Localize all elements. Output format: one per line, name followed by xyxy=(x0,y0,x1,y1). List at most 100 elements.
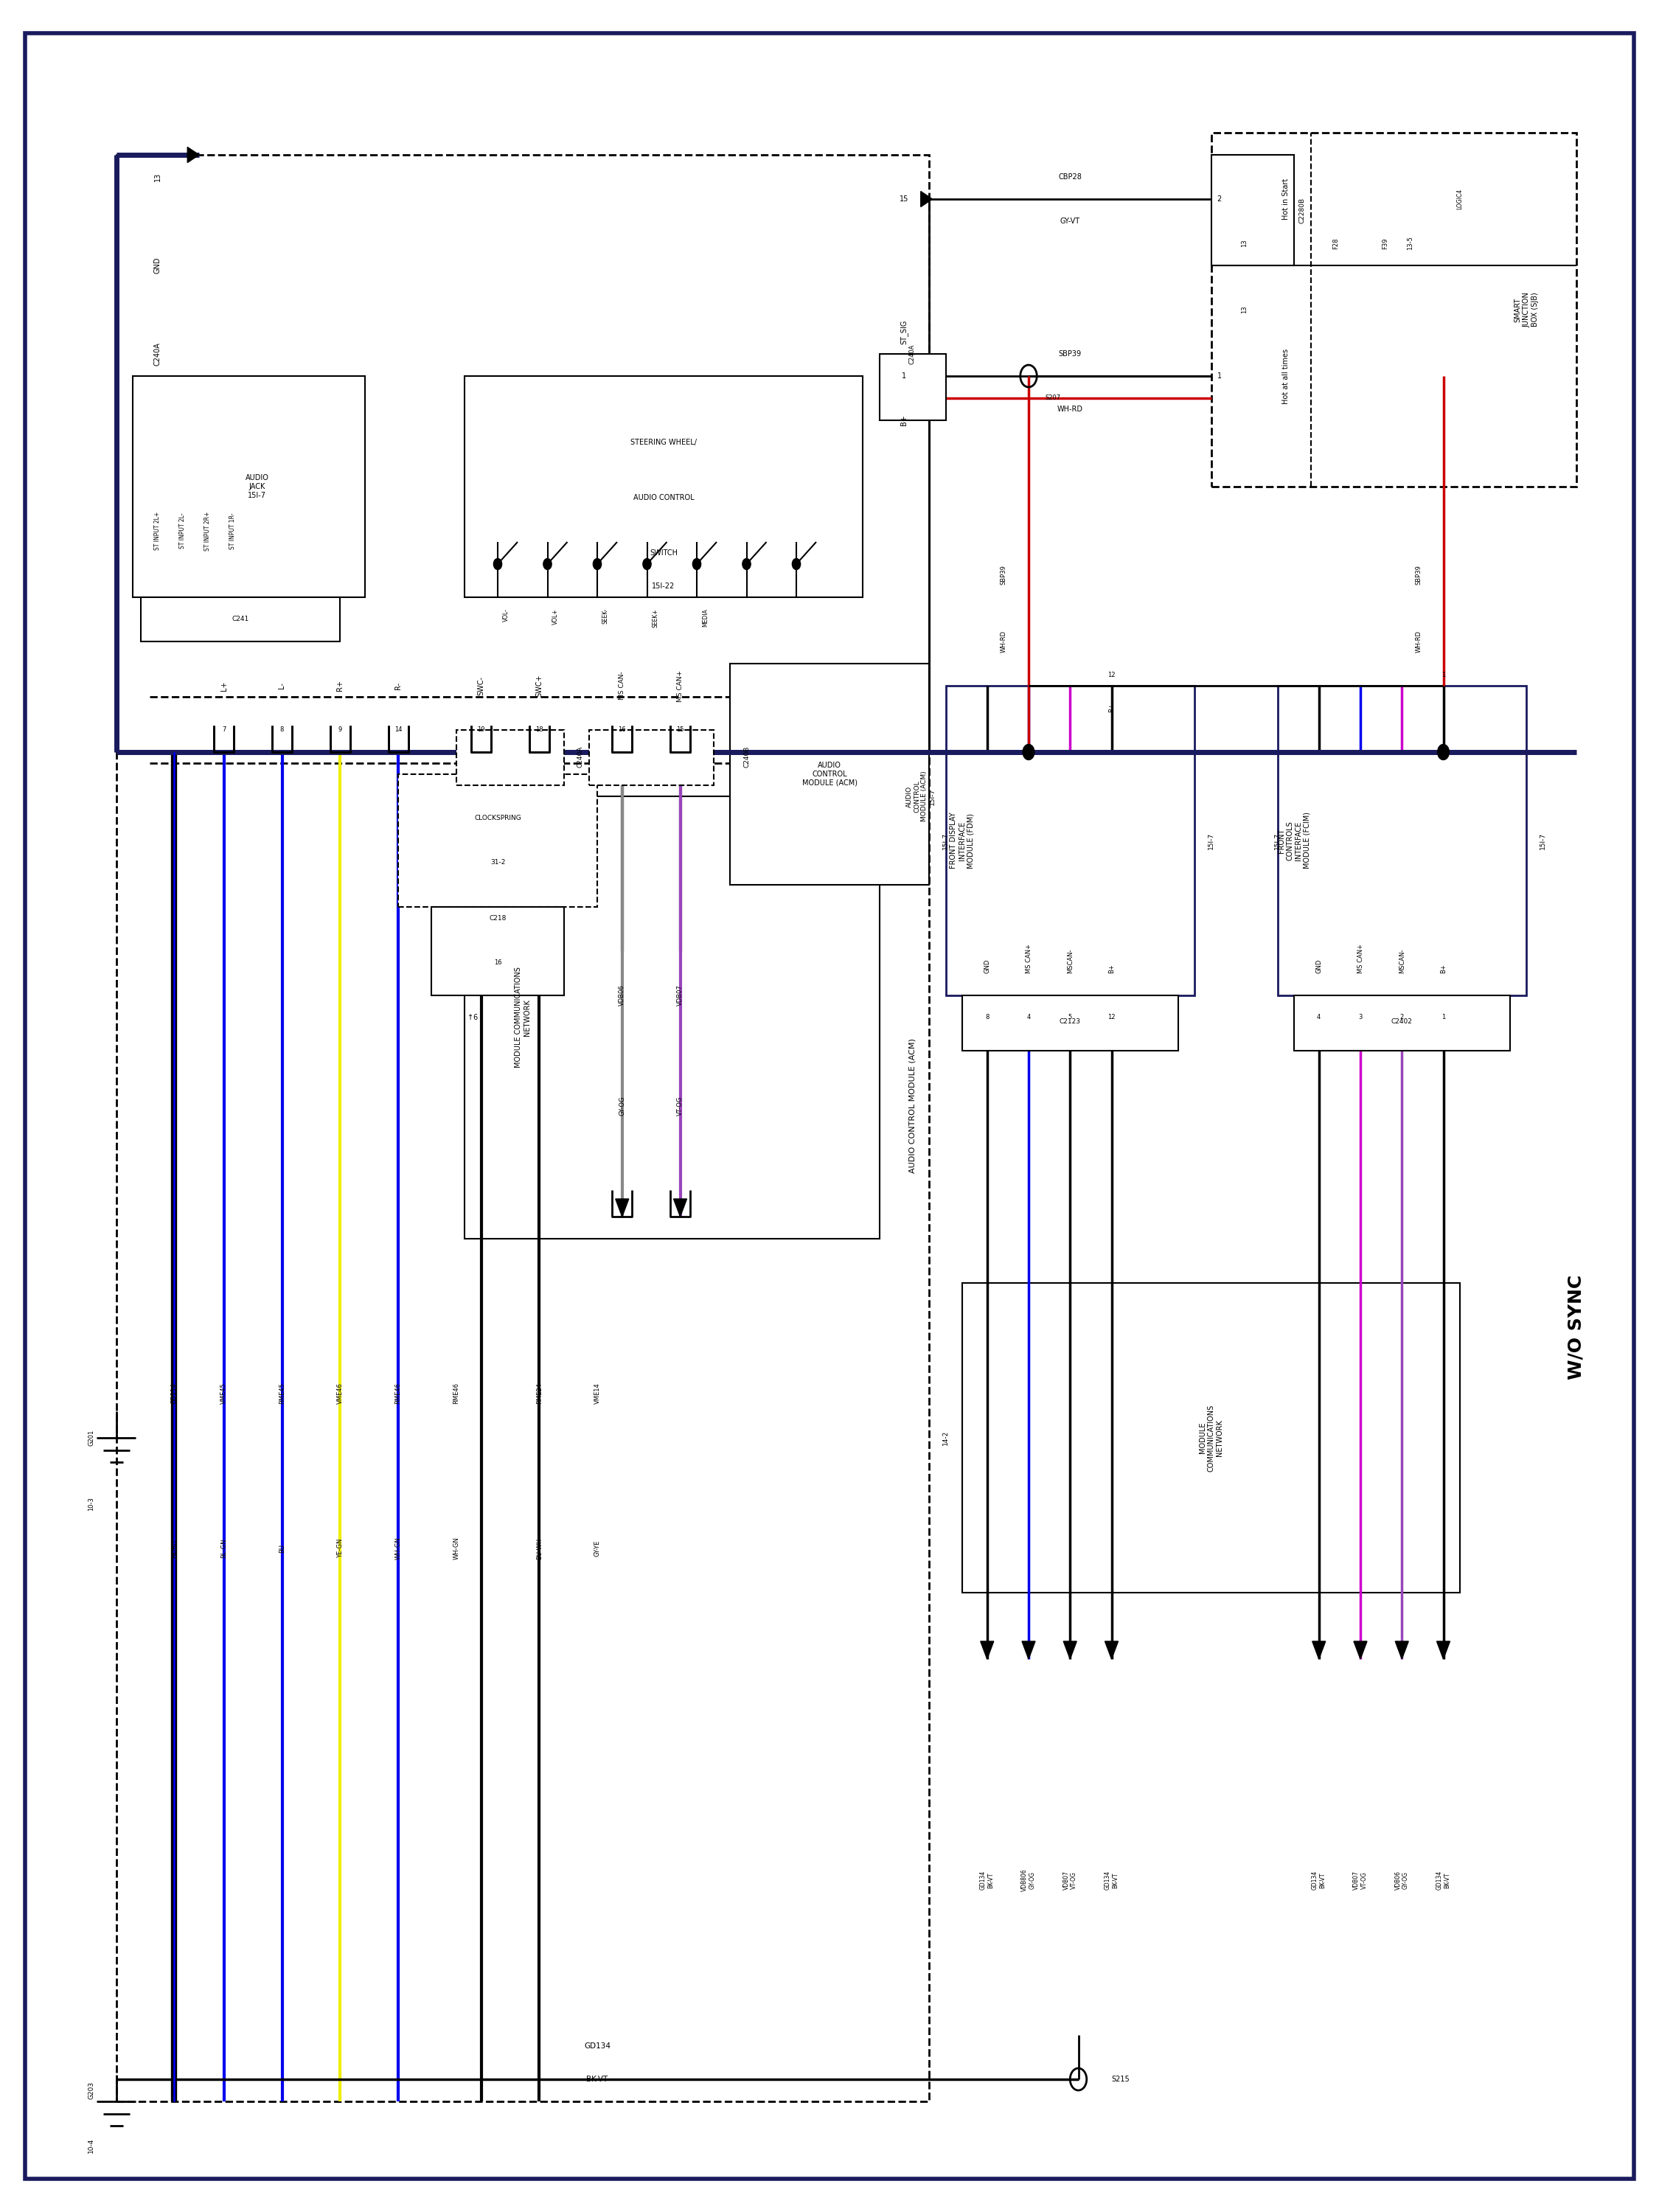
Bar xyxy=(962,995,1178,1051)
Text: ST INPUT 2R+: ST INPUT 2R+ xyxy=(204,511,211,551)
Text: 31-2: 31-2 xyxy=(489,860,506,867)
Polygon shape xyxy=(1395,1641,1408,1659)
Text: WH-RD: WH-RD xyxy=(1000,630,1007,653)
Text: R+: R+ xyxy=(337,681,343,690)
Text: GND: GND xyxy=(154,257,161,274)
Text: 7: 7 xyxy=(222,726,226,734)
Text: MS CAN+: MS CAN+ xyxy=(677,670,684,701)
Text: B+: B+ xyxy=(901,416,907,425)
Text: VOL+: VOL+ xyxy=(552,608,559,624)
Polygon shape xyxy=(1312,1641,1326,1659)
Bar xyxy=(730,664,929,885)
Text: 2: 2 xyxy=(1218,195,1221,204)
Text: 15I-22: 15I-22 xyxy=(652,582,675,591)
Text: 2: 2 xyxy=(1400,1013,1404,1022)
Text: VME45: VME45 xyxy=(221,1382,227,1405)
Text: 19: 19 xyxy=(478,726,484,734)
Text: 13: 13 xyxy=(1241,305,1248,314)
Text: VME46: VME46 xyxy=(337,1382,343,1405)
Text: VDB806
GY-OG: VDB806 GY-OG xyxy=(1022,1869,1035,1891)
Circle shape xyxy=(693,560,702,571)
Text: SBP39: SBP39 xyxy=(1000,566,1007,584)
Text: S215: S215 xyxy=(1112,2075,1130,2084)
Polygon shape xyxy=(674,1199,687,1217)
Polygon shape xyxy=(1437,1641,1450,1659)
Bar xyxy=(398,774,597,907)
Text: L-: L- xyxy=(279,684,285,688)
Bar xyxy=(456,730,564,785)
Text: CBP28: CBP28 xyxy=(1058,173,1082,181)
Text: AUDIO CONTROL: AUDIO CONTROL xyxy=(634,493,693,502)
Bar xyxy=(465,376,863,597)
Text: YE-GN: YE-GN xyxy=(337,1540,343,1557)
Circle shape xyxy=(544,560,551,571)
Text: 15I-7: 15I-7 xyxy=(942,832,949,849)
Text: C2402: C2402 xyxy=(1392,1018,1412,1026)
Bar xyxy=(1211,133,1576,487)
Text: SEEK+: SEEK+ xyxy=(652,608,659,628)
Text: MODULE COMMUNICATIONS
NETWORK: MODULE COMMUNICATIONS NETWORK xyxy=(514,967,531,1068)
Text: 1: 1 xyxy=(1218,372,1221,380)
Text: MS CAN+: MS CAN+ xyxy=(1025,945,1032,973)
Polygon shape xyxy=(1063,1641,1077,1659)
Text: C240A: C240A xyxy=(909,343,916,365)
Text: GD134
BK-VT: GD134 BK-VT xyxy=(1312,1871,1326,1889)
Text: 4: 4 xyxy=(1317,1013,1321,1022)
Text: GD114: GD114 xyxy=(171,1382,178,1405)
Text: 13: 13 xyxy=(154,173,161,181)
Bar xyxy=(589,730,713,785)
Text: MS CAN-: MS CAN- xyxy=(619,672,625,699)
Text: MSCAN-: MSCAN- xyxy=(1399,949,1405,973)
Text: SWC-: SWC- xyxy=(478,677,484,695)
Text: GY-VT: GY-VT xyxy=(1060,217,1080,226)
Bar xyxy=(946,686,1194,995)
Text: GD134
BK-VT: GD134 BK-VT xyxy=(1437,1871,1450,1889)
Bar xyxy=(465,796,879,1239)
Text: BL-GN: BL-GN xyxy=(221,1540,227,1557)
Text: ↑6: ↑6 xyxy=(468,1013,478,1022)
Text: 9: 9 xyxy=(338,726,342,734)
Bar xyxy=(116,155,929,2101)
Circle shape xyxy=(494,560,501,571)
Text: ST INPUT 1R-: ST INPUT 1R- xyxy=(229,513,236,549)
Text: VDB06: VDB06 xyxy=(619,984,625,1006)
Text: BU: BU xyxy=(279,1544,285,1553)
Text: C218: C218 xyxy=(489,916,506,920)
Text: 10-3: 10-3 xyxy=(88,1498,95,1511)
Text: VOL-: VOL- xyxy=(503,608,509,622)
Bar xyxy=(962,1283,1460,1593)
Polygon shape xyxy=(1022,1641,1035,1659)
Text: GND: GND xyxy=(984,960,990,973)
Text: MS CAN+: MS CAN+ xyxy=(1357,945,1364,973)
Text: AUDIO CONTROL MODULE (ACM): AUDIO CONTROL MODULE (ACM) xyxy=(909,1040,916,1172)
Text: C2280B: C2280B xyxy=(1299,197,1306,223)
Text: 13: 13 xyxy=(1241,239,1248,248)
Text: 1: 1 xyxy=(1442,1013,1445,1022)
Text: MEDIA: MEDIA xyxy=(702,608,708,626)
Text: ST INPUT 2L+: ST INPUT 2L+ xyxy=(154,511,161,551)
Bar xyxy=(431,907,564,995)
Text: AUDIO
CONTROL
MODULE (ACM)
15I-7: AUDIO CONTROL MODULE (ACM) 15I-7 xyxy=(906,772,936,821)
Circle shape xyxy=(1437,743,1450,761)
Text: 13-5: 13-5 xyxy=(1407,237,1413,250)
Polygon shape xyxy=(1105,1641,1118,1659)
Text: 16: 16 xyxy=(494,960,501,964)
Text: MSCAN-: MSCAN- xyxy=(1067,949,1073,973)
Text: ST_SIG: ST_SIG xyxy=(901,319,907,345)
Text: S207: S207 xyxy=(1045,394,1060,403)
Text: C240A: C240A xyxy=(154,343,161,365)
Bar xyxy=(133,376,365,597)
Text: 15I-7: 15I-7 xyxy=(1208,832,1214,849)
Circle shape xyxy=(743,560,750,571)
Text: GD134
BK-VT: GD134 BK-VT xyxy=(1105,1871,1118,1889)
Text: 8: 8 xyxy=(280,726,284,734)
Text: SEEK-: SEEK- xyxy=(602,608,609,624)
Text: SBP39: SBP39 xyxy=(1058,349,1082,358)
Text: LOGIC4: LOGIC4 xyxy=(1457,188,1463,210)
Text: BK-BU: BK-BU xyxy=(171,1540,178,1557)
Text: 15I-7: 15I-7 xyxy=(1274,832,1281,849)
Text: 3: 3 xyxy=(1359,1013,1362,1022)
Text: C2123: C2123 xyxy=(1060,1018,1080,1026)
Circle shape xyxy=(594,560,602,571)
Circle shape xyxy=(793,560,801,571)
